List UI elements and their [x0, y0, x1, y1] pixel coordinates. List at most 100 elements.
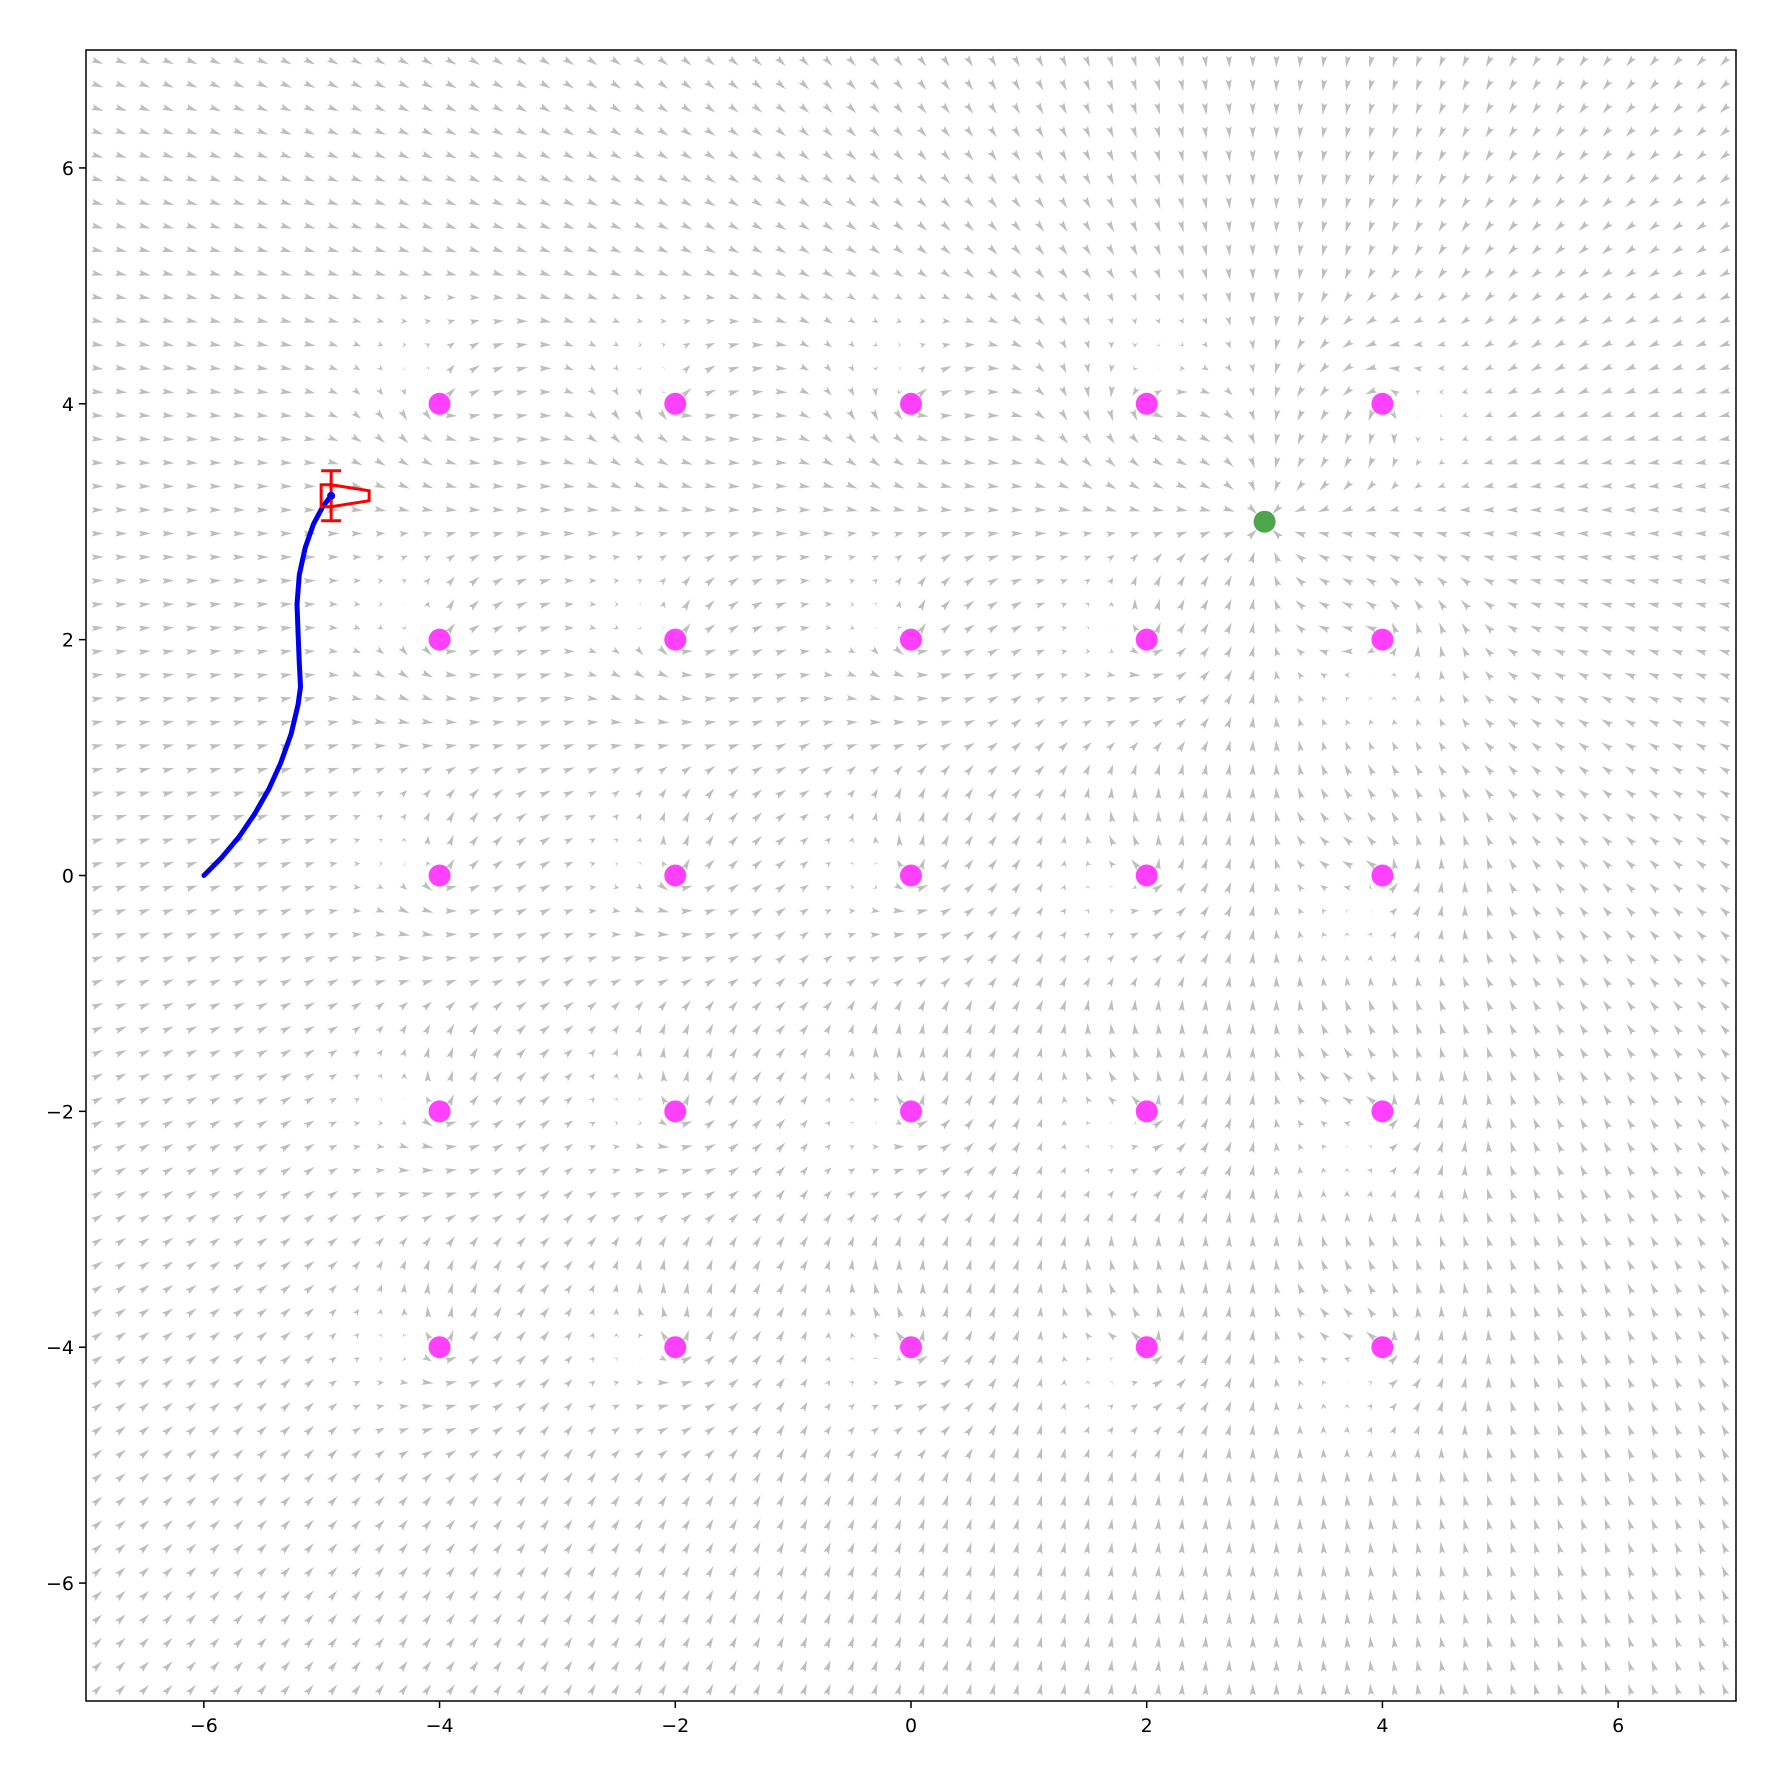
x-tick-label: 4 [1376, 1715, 1388, 1737]
field-arrow [468, 1519, 479, 1531]
field-arrow [280, 506, 293, 513]
field-arrow [1320, 290, 1329, 304]
field-arrow [1320, 1212, 1327, 1223]
field-arrow [138, 1167, 151, 1176]
field-arrow [892, 956, 905, 963]
field-arrow [680, 956, 693, 963]
field-arrow [208, 955, 222, 964]
field-arrow [115, 483, 128, 490]
field-arrow [1317, 531, 1330, 538]
field-arrow [656, 433, 669, 443]
field-arrow [751, 720, 764, 727]
field-arrow [327, 1167, 339, 1176]
field-arrow [1248, 905, 1255, 918]
field-arrow [421, 457, 434, 466]
field-arrow [799, 1565, 808, 1578]
field-arrow [1223, 693, 1233, 706]
field-arrow [870, 932, 881, 939]
field-arrow [445, 955, 458, 962]
field-arrow [162, 364, 175, 371]
field-arrow [1058, 78, 1067, 91]
field-arrow [353, 1098, 360, 1104]
field-arrow [397, 693, 410, 701]
field-arrow [589, 861, 596, 868]
field-arrow [680, 481, 693, 488]
field-arrow [637, 862, 643, 866]
field-arrow [1201, 173, 1208, 186]
field-arrow [279, 767, 293, 774]
field-arrow [705, 318, 716, 325]
field-arrow [114, 1590, 126, 1602]
field-arrow [704, 1213, 716, 1224]
field-arrow [1012, 1235, 1020, 1248]
field-arrow [633, 432, 645, 444]
field-arrow [232, 1308, 244, 1318]
field-arrow [1274, 1046, 1281, 1059]
field-arrow [115, 649, 128, 656]
field-arrow [1415, 1305, 1422, 1319]
field-arrow [587, 1260, 596, 1271]
field-arrow [539, 1378, 550, 1389]
field-arrow [728, 1047, 738, 1060]
field-arrow [822, 955, 833, 964]
field-arrow [1179, 1046, 1186, 1059]
field-arrow [727, 126, 740, 137]
field-arrow [114, 222, 128, 229]
field-arrow [256, 388, 269, 395]
field-arrow [1321, 741, 1328, 752]
field-arrow [1297, 671, 1305, 681]
field-arrow [895, 600, 902, 609]
field-arrow [964, 78, 974, 91]
field-arrow [303, 340, 316, 347]
field-arrow [1319, 361, 1330, 373]
field-arrow [1223, 669, 1233, 682]
field-arrow [728, 1235, 738, 1248]
field-arrow [161, 1331, 174, 1342]
field-arrow [256, 56, 269, 65]
field-arrow [1320, 673, 1329, 680]
field-arrow [468, 365, 480, 375]
field-arrow [586, 1190, 598, 1200]
field-arrow [208, 1190, 221, 1200]
obstacle-point [900, 392, 922, 415]
field-arrow [161, 955, 175, 964]
field-arrow [916, 977, 928, 988]
field-arrow [114, 1284, 127, 1295]
field-arrow [634, 1167, 646, 1174]
field-arrow [1175, 906, 1187, 918]
field-arrow [916, 197, 928, 208]
field-arrow [727, 600, 740, 611]
field-arrow [303, 1684, 314, 1696]
field-arrow [1364, 363, 1378, 371]
field-arrow [1343, 1190, 1350, 1198]
field-arrow [1320, 408, 1330, 421]
field-arrow [491, 766, 504, 775]
field-arrow [539, 1519, 550, 1531]
field-arrow [185, 317, 198, 324]
field-arrow [751, 1142, 763, 1153]
field-arrow [1368, 741, 1376, 752]
field-arrow [918, 1093, 925, 1107]
field-arrow [680, 885, 693, 892]
field-arrow [916, 695, 929, 702]
field-arrow [303, 862, 316, 869]
field-arrow [774, 673, 788, 680]
field-arrow [918, 1683, 925, 1696]
field-arrow [823, 1636, 831, 1649]
field-arrow [1274, 1070, 1281, 1083]
field-arrow [848, 1047, 855, 1058]
field-arrow [350, 1637, 361, 1649]
field-arrow [727, 908, 740, 917]
field-arrow [822, 530, 835, 537]
field-arrow [1084, 909, 1090, 915]
field-arrow [847, 1518, 855, 1531]
field-arrow [728, 506, 741, 513]
field-arrow [1224, 1377, 1232, 1390]
field-arrow [705, 1306, 713, 1319]
field-arrow [91, 909, 104, 916]
field-arrow [660, 318, 667, 325]
field-arrow [633, 103, 645, 113]
field-arrow [609, 221, 622, 230]
field-arrow [539, 459, 552, 466]
field-arrow [1321, 1167, 1327, 1174]
